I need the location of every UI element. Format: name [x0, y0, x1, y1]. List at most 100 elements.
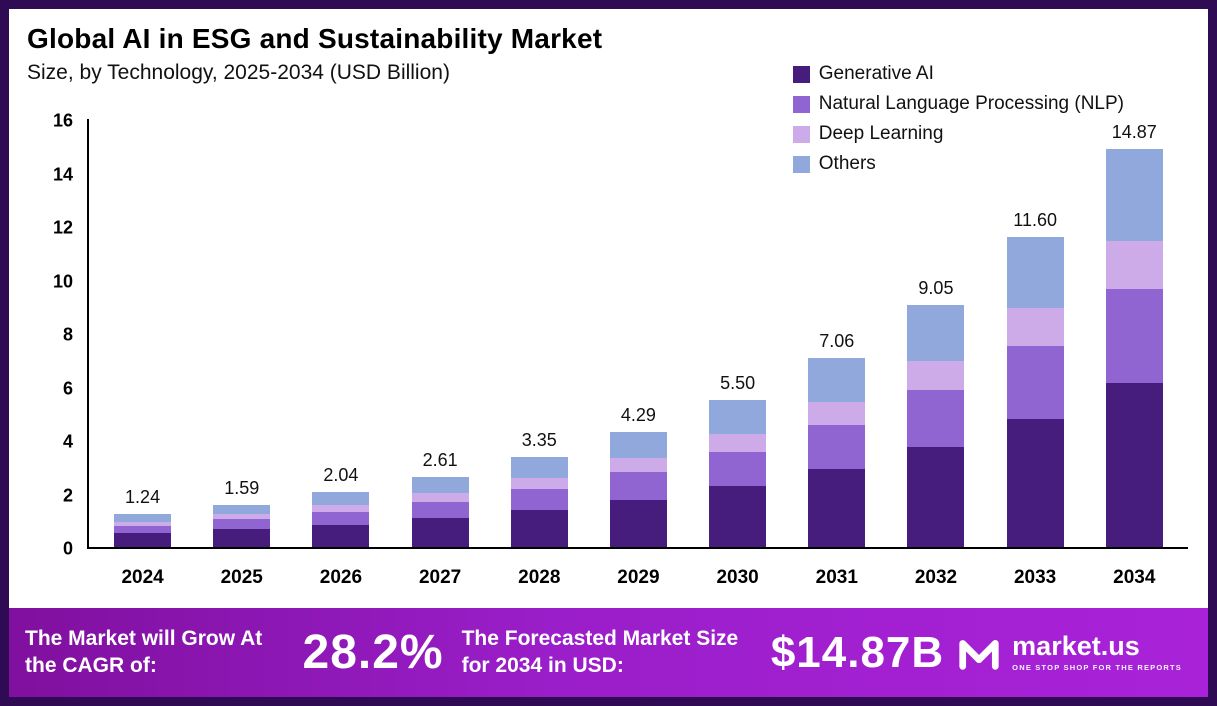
x-label-2028: 2028 — [518, 567, 561, 588]
bar-segment-natural-language-processing-nlp-2027 — [411, 501, 469, 519]
bar-total-label-2030: 5.50 — [720, 372, 756, 393]
bar-segment-others-2032 — [907, 304, 965, 361]
bar-column-2029: 4.29 2029 — [609, 405, 667, 588]
bar-segment-deep-learning-2032 — [907, 360, 965, 390]
bar-column-2025: 1.59 2025 — [213, 477, 271, 588]
cagr-label: The Market will Grow At the CAGR of: — [25, 626, 263, 677]
bar-stack-2033 — [1006, 236, 1064, 547]
cagr-value: 28.2% — [302, 626, 444, 679]
bar-column-2032: 9.05 2032 — [907, 277, 965, 588]
brand-logo: market.us ONE STOP SHOP FOR THE REPORTS — [956, 630, 1192, 676]
bar-segment-generative-ai-2031 — [808, 469, 866, 547]
market-us-logo-icon — [959, 639, 999, 670]
bar-column-2031: 7.06 2031 — [808, 331, 866, 588]
forecast-label: The Forecasted Market Size for 2034 in U… — [461, 626, 739, 677]
x-label-2033: 2033 — [1013, 567, 1057, 588]
bar-total-label-2034: 14.87 — [1111, 122, 1157, 143]
legend-swatch-natural-language-processing-nlp — [792, 95, 810, 113]
bar-segment-others-2030 — [709, 399, 767, 434]
bar-segment-natural-language-processing-nlp-2028 — [510, 488, 568, 511]
bar-segment-deep-learning-2029 — [609, 458, 667, 473]
legend-item-natural-language-processing-nlp: Natural Language Processing (NLP) — [792, 93, 1124, 115]
bar-stack-2027 — [411, 477, 469, 547]
bar-stack-2029 — [609, 432, 667, 547]
y-tick-2: 2 — [62, 485, 73, 505]
bar-segment-others-2025 — [213, 504, 271, 515]
bar-segment-deep-learning-2025 — [213, 514, 271, 520]
bar-stack-2025 — [213, 504, 271, 547]
bar-segment-natural-language-processing-nlp-2025 — [213, 519, 271, 530]
legend-item-deep-learning: Deep Learning — [792, 123, 1124, 145]
x-label-2026: 2026 — [319, 567, 363, 588]
x-label-2025: 2025 — [220, 567, 263, 588]
footer-banner: The Market will Grow At the CAGR of: 28.… — [9, 605, 1208, 697]
x-label-2024: 2024 — [121, 567, 164, 588]
bar-total-label-2032: 9.05 — [918, 277, 954, 298]
bar-segment-natural-language-processing-nlp-2026 — [312, 511, 370, 525]
legend-label: Natural Language Processing (NLP) — [818, 93, 1124, 114]
legend-label: Others — [818, 153, 876, 174]
legend-swatch-others — [792, 155, 810, 173]
y-tick-12: 12 — [52, 217, 73, 238]
legend-label: Deep Learning — [818, 123, 944, 144]
y-tick-14: 14 — [52, 164, 73, 184]
bar-stack-2028 — [510, 457, 568, 547]
bar-total-label-2026: 2.04 — [323, 465, 359, 486]
bar-column-2034: 14.87 2034 — [1105, 122, 1163, 588]
y-tick-4: 4 — [62, 431, 73, 452]
bar-stack-2024 — [114, 513, 172, 547]
legend-item-generative-ai: Generative AI — [792, 63, 1124, 85]
x-label-2032: 2032 — [914, 567, 958, 588]
bar-total-label-2027: 2.61 — [422, 450, 458, 471]
bar-segment-others-2027 — [411, 477, 469, 493]
bar-total-label-2025: 1.59 — [224, 477, 260, 498]
bar-segment-others-2028 — [510, 457, 568, 479]
bar-stack-2032 — [907, 304, 965, 547]
y-tick-0: 0 — [62, 538, 73, 559]
legend-label: Generative AI — [818, 63, 934, 84]
legend-swatch-deep-learning — [792, 125, 810, 143]
y-tick-10: 10 — [52, 271, 73, 291]
forecast-value: $14.87B — [770, 627, 945, 677]
bar-total-label-2029: 4.29 — [620, 405, 656, 426]
bar-stack-2034 — [1105, 149, 1163, 547]
bar-segment-others-2026 — [312, 492, 370, 506]
y-axis: 0 2 4 6 8 10 12 14 16 — [27, 111, 87, 559]
legend-item-others: Others — [792, 153, 1124, 175]
brand-name: market.us — [1012, 631, 1140, 661]
bar-segment-deep-learning-2030 — [709, 433, 767, 452]
bar-segment-others-2024 — [114, 513, 172, 522]
plot-area: 0 2 4 6 8 10 12 14 16 1.24 2024 1.59 2025 2.04 2026 2.… — [27, 111, 1188, 603]
bar-segment-deep-learning-2026 — [312, 505, 370, 512]
y-tick-8: 8 — [62, 324, 73, 345]
bar-segment-natural-language-processing-nlp-2029 — [609, 472, 667, 500]
bar-segment-generative-ai-2033 — [1006, 419, 1064, 547]
y-tick-6: 6 — [62, 378, 73, 398]
x-label-2034: 2034 — [1113, 567, 1156, 588]
bar-segment-generative-ai-2028 — [510, 510, 568, 547]
bar-segment-others-2031 — [808, 358, 866, 402]
bar-column-2027: 2.61 2027 — [411, 450, 469, 588]
bar-column-2028: 3.35 2028 — [510, 430, 568, 588]
chart-subtitle: Size, by Technology, 2025-2034 (USD Bill… — [27, 61, 450, 84]
bar-segment-deep-learning-2027 — [411, 493, 469, 502]
bar-stack-2031 — [808, 358, 866, 547]
chart-legend: Generative AI Natural Language Processing… — [792, 63, 1124, 175]
chart-card: Global AI in ESG and Sustainability Mark… — [9, 9, 1208, 605]
bar-stack-2026 — [312, 492, 370, 547]
bars-container: 1.24 2024 1.59 2025 2.04 2026 2.61 2027 3.35 2028… — [89, 119, 1188, 588]
x-label-2029: 2029 — [617, 567, 660, 588]
bar-segment-others-2033 — [1006, 236, 1064, 309]
bar-segment-natural-language-processing-nlp-2034 — [1105, 288, 1163, 384]
legend-swatch-generative-ai — [792, 65, 810, 83]
bar-segment-deep-learning-2028 — [510, 478, 568, 489]
bar-segment-natural-language-processing-nlp-2033 — [1006, 345, 1064, 420]
bar-segment-generative-ai-2027 — [411, 518, 469, 547]
y-tick-16: 16 — [52, 110, 73, 131]
bar-segment-deep-learning-2031 — [808, 401, 866, 425]
bar-column-2024: 1.24 2024 — [114, 487, 172, 588]
bar-segment-natural-language-processing-nlp-2031 — [808, 424, 866, 470]
bar-segment-deep-learning-2033 — [1006, 308, 1064, 346]
bar-segment-natural-language-processing-nlp-2032 — [907, 390, 965, 448]
